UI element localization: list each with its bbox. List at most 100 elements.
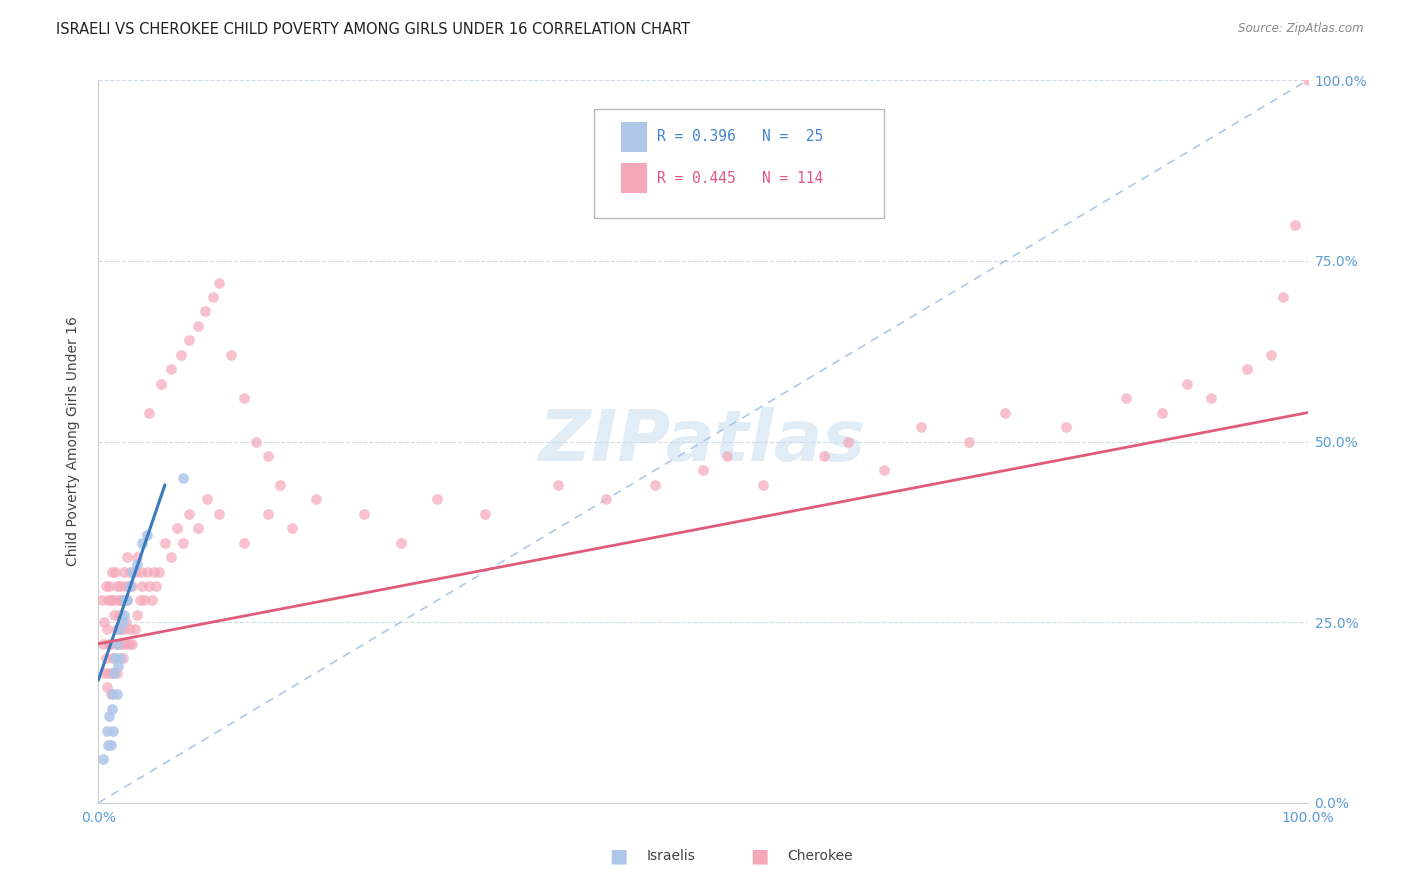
Point bbox=[166, 521, 188, 535]
Point bbox=[100, 738, 122, 752]
Point bbox=[547, 478, 569, 492]
Point bbox=[256, 449, 278, 463]
Point bbox=[121, 637, 143, 651]
Point bbox=[100, 593, 122, 607]
Point bbox=[837, 434, 859, 449]
Point bbox=[232, 535, 254, 549]
Point bbox=[716, 449, 738, 463]
Point bbox=[121, 579, 143, 593]
Point bbox=[138, 406, 160, 420]
Point bbox=[98, 637, 121, 651]
Point bbox=[105, 637, 128, 651]
Point bbox=[195, 492, 218, 507]
Point bbox=[100, 637, 122, 651]
Point bbox=[131, 535, 153, 549]
Point bbox=[1284, 218, 1306, 232]
Point bbox=[150, 376, 173, 391]
Point bbox=[141, 593, 163, 607]
Point bbox=[108, 607, 131, 622]
Point bbox=[208, 507, 231, 521]
Point bbox=[93, 665, 115, 680]
Point bbox=[127, 558, 149, 572]
Text: Cherokee: Cherokee bbox=[787, 849, 853, 863]
Point bbox=[1199, 391, 1222, 405]
Point bbox=[107, 658, 129, 673]
Point bbox=[118, 565, 141, 579]
Bar bbox=[621, 163, 647, 194]
Point bbox=[91, 752, 114, 766]
Point bbox=[1260, 348, 1282, 362]
Point bbox=[179, 334, 201, 348]
Point bbox=[107, 637, 129, 651]
Text: R = 0.445   N = 114: R = 0.445 N = 114 bbox=[657, 170, 824, 186]
Point bbox=[118, 623, 141, 637]
Point bbox=[105, 623, 128, 637]
Point bbox=[127, 607, 149, 622]
Text: ISRAELI VS CHEROKEE CHILD POVERTY AMONG GIRLS UNDER 16 CORRELATION CHART: ISRAELI VS CHEROKEE CHILD POVERTY AMONG … bbox=[56, 22, 690, 37]
Point bbox=[813, 449, 835, 463]
Point bbox=[232, 391, 254, 405]
Point bbox=[692, 463, 714, 477]
Point bbox=[111, 593, 134, 607]
Point bbox=[104, 651, 127, 665]
Point bbox=[269, 478, 291, 492]
Point bbox=[110, 593, 132, 607]
Point bbox=[96, 723, 118, 738]
Point bbox=[194, 304, 217, 318]
Point bbox=[1236, 362, 1258, 376]
Point bbox=[281, 521, 304, 535]
Point bbox=[98, 709, 121, 723]
Point bbox=[169, 348, 191, 362]
Point bbox=[644, 478, 666, 492]
Point bbox=[1152, 406, 1174, 420]
Point bbox=[112, 623, 135, 637]
Point bbox=[101, 593, 124, 607]
Point bbox=[104, 565, 127, 579]
Point bbox=[108, 623, 131, 637]
Point bbox=[138, 579, 160, 593]
Point bbox=[221, 348, 243, 362]
Point bbox=[103, 665, 125, 680]
Point bbox=[124, 623, 146, 637]
Point bbox=[118, 637, 141, 651]
Point bbox=[117, 593, 139, 607]
Point bbox=[153, 535, 176, 549]
Point bbox=[108, 651, 131, 665]
Point bbox=[118, 579, 141, 593]
Point bbox=[128, 593, 150, 607]
Point bbox=[994, 406, 1017, 420]
Point bbox=[100, 687, 122, 701]
Point bbox=[107, 593, 129, 607]
Point bbox=[595, 492, 617, 507]
Point bbox=[1296, 73, 1319, 87]
Point bbox=[135, 528, 157, 542]
Point bbox=[179, 507, 201, 521]
Point bbox=[101, 723, 124, 738]
Point bbox=[91, 593, 114, 607]
Point bbox=[353, 507, 375, 521]
Point bbox=[100, 665, 122, 680]
Point bbox=[752, 478, 775, 492]
Point bbox=[108, 623, 131, 637]
Point bbox=[91, 637, 114, 651]
Point bbox=[104, 651, 127, 665]
Point bbox=[143, 565, 166, 579]
FancyBboxPatch shape bbox=[595, 109, 884, 218]
Point bbox=[245, 434, 267, 449]
Point bbox=[112, 565, 135, 579]
Point bbox=[100, 702, 122, 716]
Point bbox=[148, 565, 170, 579]
Point bbox=[103, 607, 125, 622]
Point bbox=[124, 565, 146, 579]
Point bbox=[114, 579, 136, 593]
Point bbox=[101, 651, 124, 665]
Bar bbox=[621, 121, 647, 153]
Point bbox=[97, 593, 120, 607]
Point bbox=[160, 362, 183, 376]
Point bbox=[105, 665, 128, 680]
Point bbox=[256, 507, 278, 521]
Point bbox=[100, 687, 122, 701]
Point bbox=[208, 276, 231, 290]
Point bbox=[426, 492, 449, 507]
Point bbox=[172, 470, 194, 484]
